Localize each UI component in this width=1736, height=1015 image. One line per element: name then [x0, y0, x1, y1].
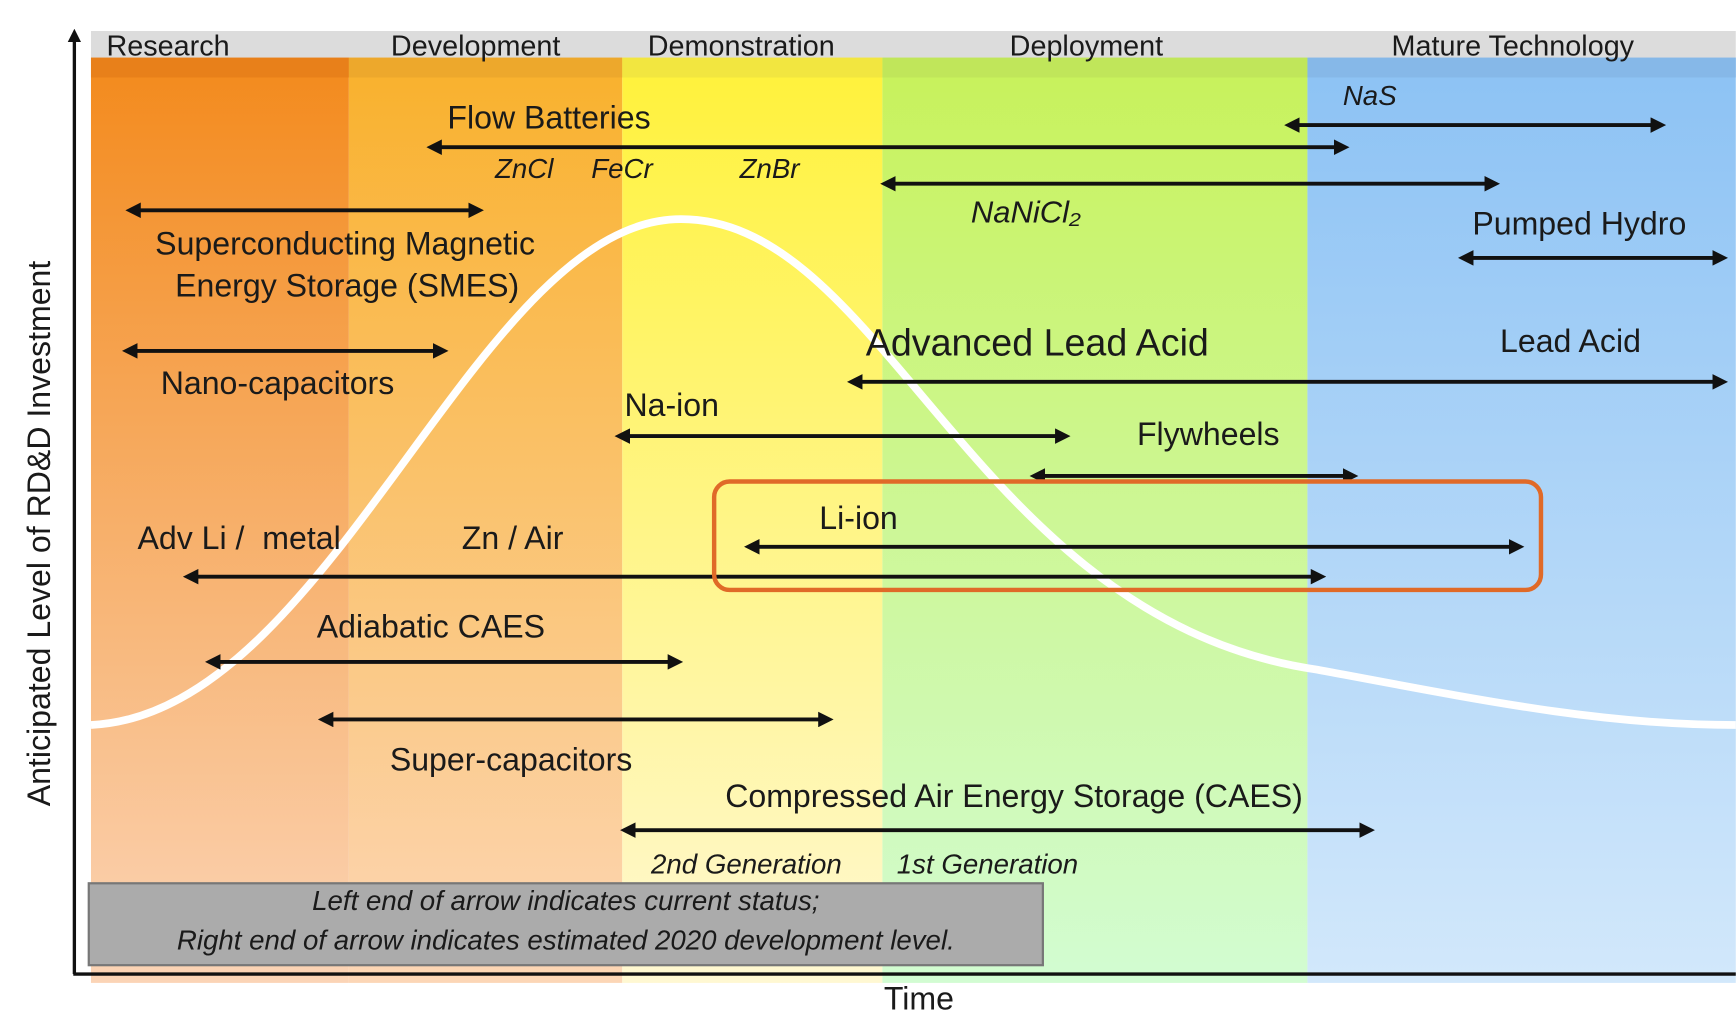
strip — [90, 57, 349, 78]
tech-label: Superconducting Magnetic — [155, 226, 535, 262]
tech-sub-label: 2nd Generation — [650, 848, 842, 879]
tech-sub-label: NaNiCl₂ — [971, 194, 1081, 229]
phase-label: Development — [391, 30, 561, 62]
tech-sub-label: FeCr — [591, 153, 654, 184]
phase-columns — [90, 30, 1736, 983]
phase-label: Research — [106, 30, 229, 62]
phase-label: Mature Technology — [1392, 30, 1635, 62]
tech-label: Pumped Hydro — [1472, 206, 1686, 242]
tech-label: Flywheels — [1137, 416, 1280, 452]
highlight-box — [711, 479, 1544, 593]
strip — [1307, 57, 1736, 78]
tech-sub-label: ZnCl — [494, 153, 554, 184]
tech-sub-label: ZnBr — [739, 153, 802, 184]
investment-curve — [90, 215, 1736, 729]
x-axis-label: Time — [884, 980, 954, 1015]
tech-label: Zn / Air — [462, 520, 564, 556]
tech-label: Advanced Lead Acid — [866, 321, 1209, 363]
phase-label: Deployment — [1010, 30, 1164, 62]
tech-label: Lead Acid — [1500, 323, 1641, 359]
tech-label: Super-capacitors — [390, 741, 632, 777]
strip — [882, 57, 1308, 78]
strip — [348, 57, 623, 78]
tech-sub-label: NaS — [1343, 80, 1397, 111]
y-axis-label: Anticipated Level of RD&D Investment — [21, 261, 57, 807]
note-box — [87, 882, 1044, 967]
tech-label: Li-ion — [819, 500, 897, 536]
deployment-column — [882, 57, 1308, 983]
tech-label: Flow Batteries — [447, 99, 650, 135]
note-line: Left end of arrow indicates current stat… — [312, 885, 819, 916]
tech-label: Nano-capacitors — [161, 365, 395, 401]
note-line: Right end of arrow indicates estimated 2… — [177, 925, 955, 956]
tech-label: Energy Storage (SMES) — [175, 268, 519, 304]
mature-column — [1307, 57, 1736, 983]
header-band — [90, 30, 1736, 58]
tech-sub-label: 1st Generation — [897, 848, 1078, 879]
phase-label: Demonstration — [648, 30, 835, 62]
arrows — [121, 117, 1729, 838]
tech-label: Adv Li / metal — [137, 520, 340, 556]
tech-label: Na-ion — [624, 387, 719, 423]
tech-label: Compressed Air Energy Storage (CAES) — [725, 778, 1303, 814]
tech-label: Adiabatic CAES — [317, 609, 545, 645]
strip — [622, 57, 883, 78]
